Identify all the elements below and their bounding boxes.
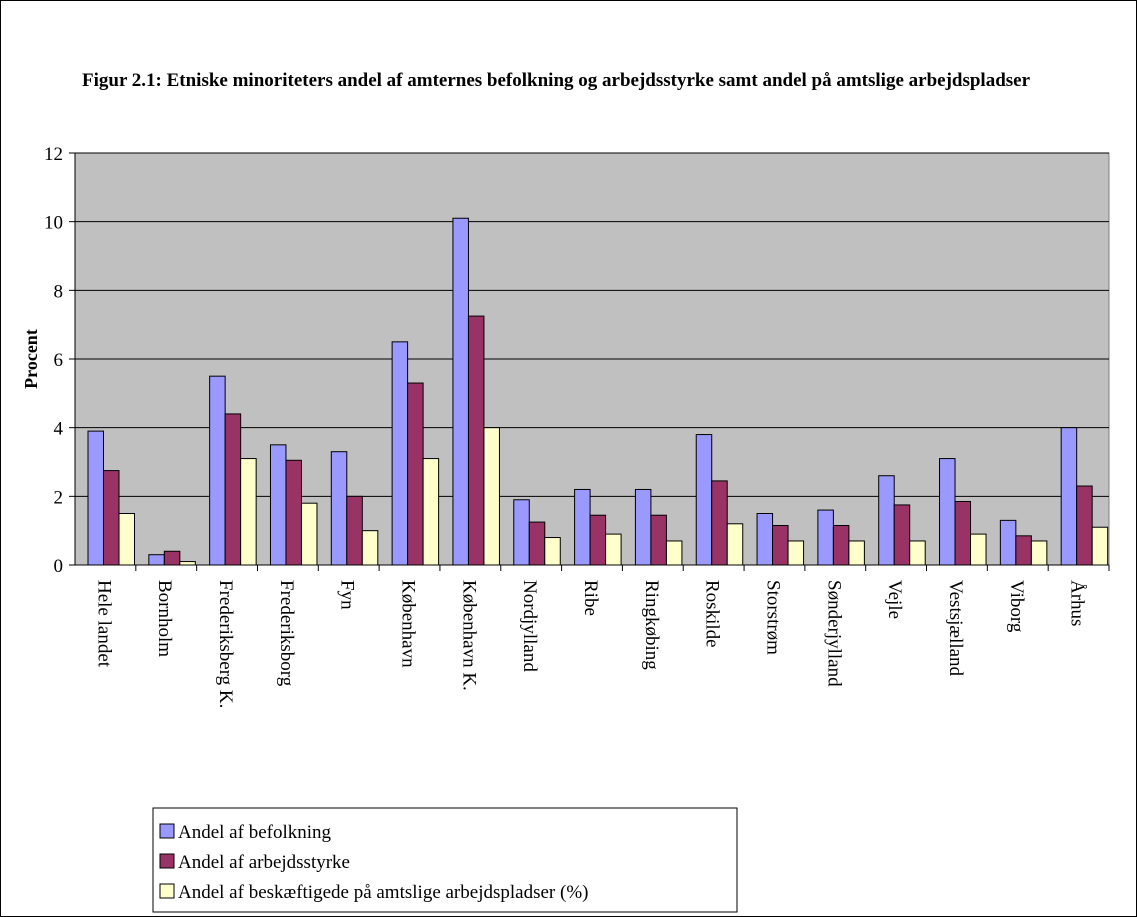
bar (726, 523, 744, 566)
bar (285, 459, 302, 566)
bar (970, 533, 987, 566)
bar (240, 458, 257, 566)
bar (909, 540, 926, 566)
x-tick-label: Vejle (884, 580, 905, 619)
bar (118, 513, 135, 566)
bar (848, 540, 865, 566)
bar (893, 504, 911, 566)
legend-box (152, 807, 738, 913)
y-tick-labels: 0 2 4 6 8 10 12 (44, 144, 64, 577)
bar (695, 434, 713, 566)
bar (665, 540, 683, 566)
bar (1076, 485, 1093, 566)
bar (544, 537, 561, 566)
bar (939, 458, 956, 566)
x-tick-label: København K. (458, 580, 479, 691)
bar (878, 475, 895, 566)
bar (574, 488, 591, 566)
bars (87, 217, 1109, 566)
bar (634, 488, 652, 566)
bar (513, 499, 530, 566)
x-tick-label: Storstrøm (762, 580, 783, 655)
bar (528, 521, 546, 566)
bar (711, 480, 728, 566)
bar (163, 550, 181, 566)
bar (269, 444, 287, 566)
bar (1091, 526, 1109, 566)
bar (999, 519, 1017, 566)
y-tick-label: 10 (44, 213, 63, 234)
bar (756, 513, 774, 566)
bar (179, 561, 196, 566)
legend-label: Andel af beskæftigede på amtslige arbejd… (178, 882, 588, 903)
chart-title: Figur 2.1: Etniske minoriteters andel af… (82, 70, 1031, 91)
axes (69, 152, 1110, 571)
bar (605, 533, 622, 566)
gridlines (75, 152, 1109, 497)
legend: Andel af befolkning Andel af arbejdsstyrk… (152, 807, 738, 913)
y-tick-label: 4 (54, 419, 64, 440)
bar (148, 554, 165, 566)
y-tick-label: 2 (54, 487, 64, 508)
bar (1060, 427, 1078, 566)
legend-label: Andel af arbejdsstyrke (178, 852, 350, 873)
legend-swatch (159, 823, 175, 839)
bar (422, 458, 440, 566)
x-tick-label: Fyn (337, 580, 358, 610)
x-tick-label: Nordjylland (519, 580, 540, 672)
x-tick-label: Bornholm (154, 580, 175, 657)
bar (391, 341, 409, 566)
y-tick-label: 8 (54, 281, 64, 302)
y-tick-label: 0 (54, 556, 64, 577)
x-tick-label: Viborg (1006, 580, 1027, 633)
y-tick-label: 12 (44, 144, 63, 165)
bar (224, 413, 242, 566)
bar (1030, 540, 1048, 566)
bar (589, 514, 607, 566)
bar (954, 500, 972, 566)
bar (650, 514, 667, 566)
legend-swatch (159, 883, 175, 899)
bar (467, 315, 485, 566)
bar (346, 495, 363, 566)
bar (817, 509, 834, 566)
x-tick-label: Frederiksberg K. (215, 580, 236, 708)
x-tick-label: Roskilde (702, 580, 723, 648)
x-tick-label: Ribe (580, 580, 601, 616)
x-tick-label: København (398, 580, 419, 668)
bar (772, 525, 789, 566)
y-tick-label: 6 (54, 350, 64, 371)
bar (209, 375, 226, 566)
x-tick-label: Sønderjylland (823, 580, 844, 687)
x-tick-label: Vestsjælland (945, 580, 966, 677)
bar (103, 470, 120, 566)
bar (452, 217, 469, 566)
x-tick-labels: Hele landet Bornholm Frederiksberg K. Frede… (93, 580, 1087, 708)
legend-swatch (159, 853, 175, 869)
bar (300, 502, 318, 566)
bar (330, 451, 348, 566)
bar (832, 525, 850, 566)
y-axis-label: Procent (21, 329, 41, 389)
bar (407, 382, 424, 566)
x-tick-label: Hele landet (93, 580, 114, 668)
bar (787, 540, 805, 566)
bar (483, 427, 500, 566)
legend-label: Andel af befolkning (178, 822, 332, 843)
bar (87, 430, 104, 566)
x-tick-label: Frederiksborg (276, 580, 297, 687)
bar (361, 530, 379, 566)
bar (1015, 535, 1032, 566)
x-tick-label: Ringkøbing (641, 580, 662, 670)
x-tick-label: Århus (1067, 580, 1088, 626)
